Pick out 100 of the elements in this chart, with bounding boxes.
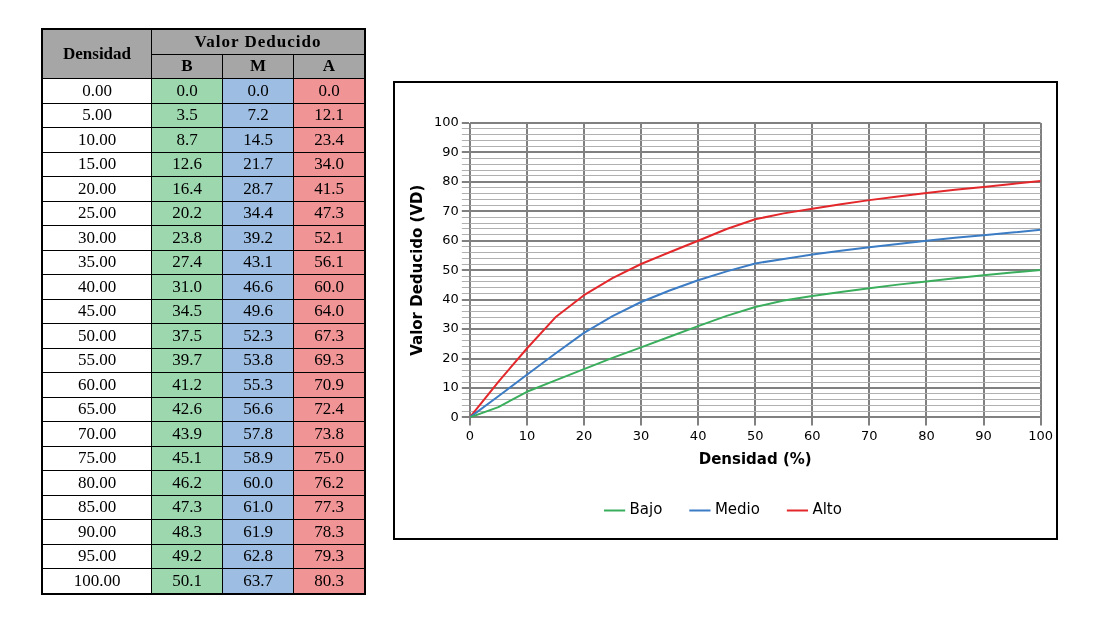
text: 73.8: [293, 421, 365, 446]
text: 46.6: [222, 274, 294, 299]
text: 56.1: [293, 250, 365, 275]
text: 60.0: [222, 470, 294, 495]
text: 21.7: [222, 152, 294, 177]
text: 78.3: [293, 519, 365, 544]
text: 16.4: [151, 176, 223, 201]
text: 79.3: [293, 544, 365, 569]
y-tick-label: 30: [442, 320, 459, 336]
text: 47.3: [293, 201, 365, 226]
y-tick-label: 10: [442, 379, 459, 395]
text: 75.00: [42, 446, 152, 471]
x-tick-label: 80: [918, 427, 935, 443]
text: 37.5: [151, 323, 223, 348]
text: 70.9: [293, 372, 365, 397]
x-tick-label: 10: [518, 427, 536, 443]
text: 60.00: [42, 372, 152, 397]
text: 46.2: [151, 470, 223, 495]
x-tick-label: 100: [1028, 427, 1054, 443]
text: 20.00: [42, 176, 152, 201]
text: 25.00: [42, 201, 152, 226]
text: 67.3: [293, 323, 365, 348]
text: 23.8: [151, 225, 223, 250]
text: 10.00: [42, 127, 152, 152]
text: 47.3: [151, 495, 223, 520]
text: 45.1: [151, 446, 223, 471]
y-tick-label: 20: [442, 349, 459, 365]
text: 14.5: [222, 127, 294, 152]
text: 64.0: [293, 299, 365, 324]
text: 100.00: [42, 568, 152, 594]
y-tick-label: 40: [442, 291, 459, 307]
text: 48.3: [151, 519, 223, 544]
text: 80.00: [42, 470, 152, 495]
text: 62.8: [222, 544, 294, 569]
text: 55.3: [222, 372, 294, 397]
text: 5.00: [42, 103, 152, 128]
text: 3.5: [151, 103, 223, 128]
text: 85.00: [42, 495, 152, 520]
text: 30.00: [42, 225, 152, 250]
text: 0.00: [42, 78, 152, 103]
text: 8.7: [151, 127, 223, 152]
text: 39.7: [151, 348, 223, 373]
text: 70.00: [42, 421, 152, 446]
text: A: [293, 54, 365, 79]
y-tick-label: 0: [450, 408, 459, 424]
y-tick-label: 70: [442, 202, 459, 218]
text: 65.00: [42, 397, 152, 422]
text: 43.9: [151, 421, 223, 446]
x-tick-label: 40: [689, 427, 707, 443]
text: 53.8: [222, 348, 294, 373]
text: 52.1: [293, 225, 365, 250]
text: 12.6: [151, 152, 223, 177]
text: 50.1: [151, 568, 223, 594]
text: Valor Deducido: [151, 29, 365, 54]
text: 40.00: [42, 274, 152, 299]
y-tick-label: 60: [442, 232, 459, 248]
legend-label: Bajo: [629, 500, 663, 519]
text: 45.00: [42, 299, 152, 324]
legend-label: Medio: [714, 500, 760, 519]
y-tick-label: 100: [433, 114, 459, 130]
text: 34.4: [222, 201, 294, 226]
x-tick-label: 90: [975, 427, 992, 443]
text: 58.9: [222, 446, 294, 471]
y-tick-label: 90: [442, 143, 459, 159]
text: 23.4: [293, 127, 365, 152]
text: 7.2: [222, 103, 294, 128]
x-tick-label: 0: [465, 427, 474, 443]
text: 49.6: [222, 299, 294, 324]
y-tick-label: 50: [442, 261, 459, 277]
text: 60.0: [293, 274, 365, 299]
text: 52.3: [222, 323, 294, 348]
text: 69.3: [293, 348, 365, 373]
x-tick-label: 20: [575, 427, 593, 443]
legend-label: Alto: [812, 500, 842, 519]
x-axis-title: Densidad (%): [698, 449, 812, 468]
text: 95.00: [42, 544, 152, 569]
x-tick-label: 50: [746, 427, 764, 443]
text: 41.5: [293, 176, 365, 201]
text: 27.4: [151, 250, 223, 275]
text: M: [222, 54, 294, 79]
y-axis-title: Valor Deducido (VD): [407, 184, 426, 356]
text: 61.9: [222, 519, 294, 544]
text: 43.1: [222, 250, 294, 275]
text: 39.2: [222, 225, 294, 250]
text: 49.2: [151, 544, 223, 569]
text: 63.7: [222, 568, 294, 594]
text: 55.00: [42, 348, 152, 373]
text: 42.6: [151, 397, 223, 422]
text: 77.3: [293, 495, 365, 520]
text: 20.2: [151, 201, 223, 226]
text: 41.2: [151, 372, 223, 397]
text: 34.0: [293, 152, 365, 177]
text: 34.5: [151, 299, 223, 324]
text: 75.0: [293, 446, 365, 471]
text: 50.00: [42, 323, 152, 348]
text: Densidad: [42, 29, 152, 79]
text: 72.4: [293, 397, 365, 422]
text: 31.0: [151, 274, 223, 299]
text: 90.00: [42, 519, 152, 544]
text: 28.7: [222, 176, 294, 201]
